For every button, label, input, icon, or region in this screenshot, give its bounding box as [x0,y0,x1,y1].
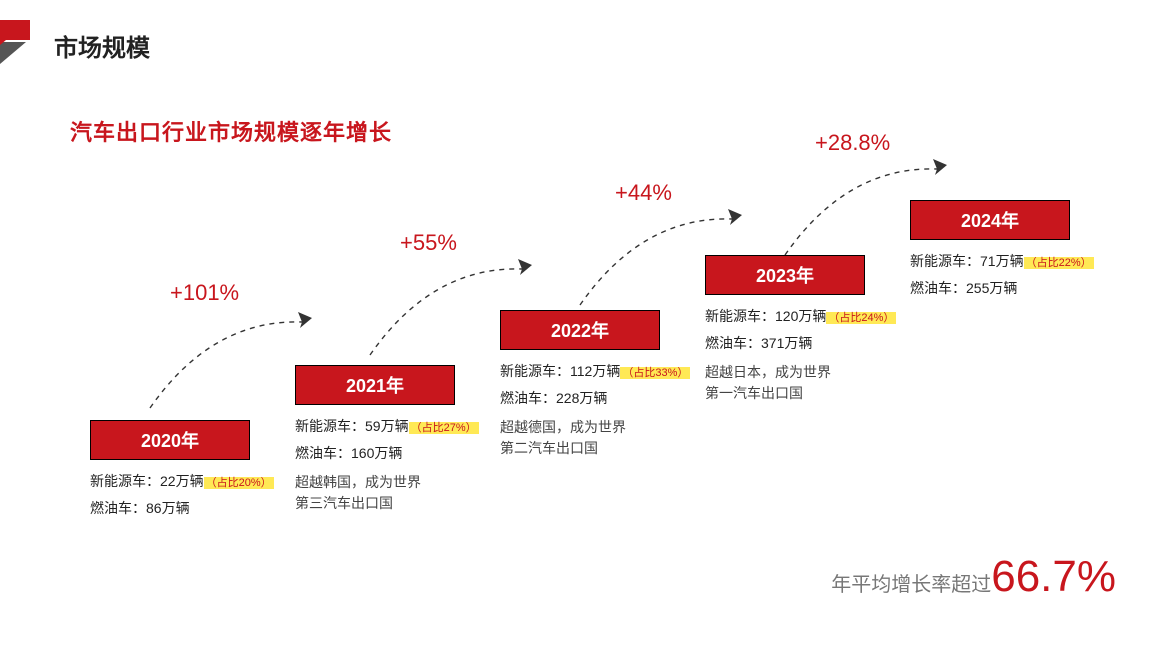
year-step: 2023年新能源车：120万辆（占比24%）燃油车：371万辆超越日本，成为世界… [705,255,896,404]
growth-label: +28.8% [815,130,890,156]
growth-arrow [140,308,320,423]
ice-line: 燃油车：160万辆 [295,440,479,467]
year-detail: 新能源车：112万辆（占比33%）燃油车：228万辆 [500,358,690,411]
year-box: 2023年 [705,255,865,295]
summary-text: 年平均增长率超过66.7% [831,552,1116,602]
year-note: 超越日本，成为世界第一汽车出口国 [705,362,896,404]
ice-line: 燃油车：255万辆 [910,275,1094,302]
year-detail: 新能源车：59万辆（占比27%）燃油车：160万辆 [295,413,479,466]
ev-line: 新能源车：71万辆（占比22%） [910,248,1094,275]
year-note: 超越德国，成为世界第二汽车出口国 [500,417,690,459]
corner-decoration [0,20,30,70]
ev-line: 新能源车：112万辆（占比33%） [500,358,690,385]
year-box: 2022年 [500,310,660,350]
ev-line: 新能源车：59万辆（占比27%） [295,413,479,440]
year-box: 2021年 [295,365,455,405]
step-chart: +101% +55% +44% +28.8% 2020年新能源车：22万辆（占比20%）… [60,130,1120,570]
ev-line: 新能源车：120万辆（占比24%） [705,303,896,330]
growth-label: +44% [615,180,672,206]
ev-share-highlight: （占比27%） [409,422,479,434]
ice-line: 燃油车：86万辆 [90,495,274,522]
year-box: 2020年 [90,420,250,460]
ice-line: 燃油车：228万辆 [500,385,690,412]
page-title: 市场规模 [54,28,150,63]
summary-prefix: 年平均增长率超过 [831,574,991,596]
ev-line: 新能源车：22万辆（占比20%） [90,468,274,495]
year-box: 2024年 [910,200,1070,240]
year-detail: 新能源车：22万辆（占比20%）燃油车：86万辆 [90,468,274,521]
growth-label: +101% [170,280,239,306]
summary-value: 66.7% [991,552,1116,601]
ev-share-highlight: （占比33%） [620,367,690,379]
ice-line: 燃油车：371万辆 [705,330,896,357]
ev-share-highlight: （占比20%） [204,477,274,489]
year-note: 超越韩国，成为世界第三汽车出口国 [295,472,479,514]
ev-share-highlight: （占比22%） [1024,257,1094,269]
year-step: 2021年新能源车：59万辆（占比27%）燃油车：160万辆超越韩国，成为世界第… [295,365,479,514]
year-step: 2024年新能源车：71万辆（占比22%）燃油车：255万辆 [910,200,1094,301]
year-detail: 新能源车：71万辆（占比22%）燃油车：255万辆 [910,248,1094,301]
year-step: 2022年新能源车：112万辆（占比33%）燃油车：228万辆超越德国，成为世界… [500,310,690,459]
growth-label: +55% [400,230,457,256]
year-detail: 新能源车：120万辆（占比24%）燃油车：371万辆 [705,303,896,356]
ev-share-highlight: （占比24%） [826,312,896,324]
year-step: 2020年新能源车：22万辆（占比20%）燃油车：86万辆 [90,420,274,521]
